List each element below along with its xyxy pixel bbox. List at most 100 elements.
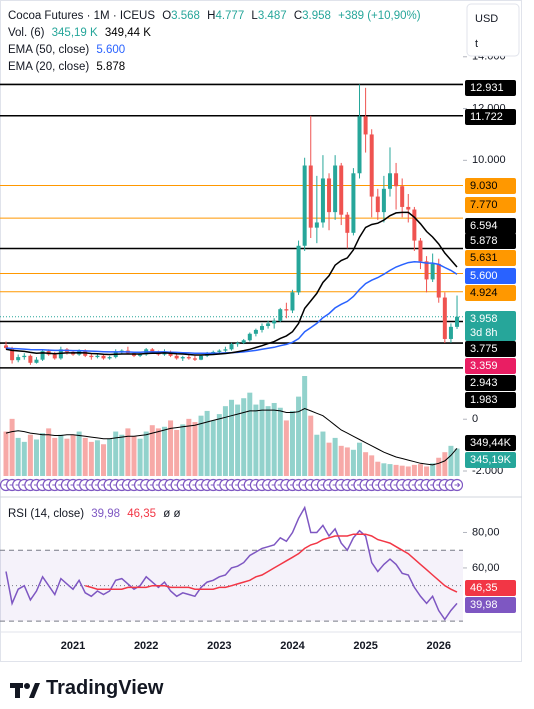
volume-bar — [82, 437, 88, 476]
volume-bar — [405, 466, 411, 476]
x-tick-label: 2021 — [61, 640, 85, 652]
indicator-extra: ø ø — [163, 508, 181, 520]
price-line-tag-label: 6.594 — [470, 220, 498, 232]
candle-body — [314, 222, 319, 228]
rsi-tag — [465, 597, 516, 613]
price-line-tag — [465, 80, 516, 96]
rsi-pane — [0, 505, 463, 622]
price-axis: 14.00012.00010.0000-2.00012.93111.7229.0… — [463, 51, 516, 613]
last-price-tag — [465, 311, 516, 341]
price-line-tag — [465, 250, 516, 266]
candle-body — [369, 134, 374, 197]
volume-bar — [387, 464, 393, 476]
candle-body — [284, 309, 289, 311]
candle-body — [107, 357, 112, 359]
indicator-name[interactable]: EMA (20, close) — [8, 61, 90, 73]
volume-bar — [393, 464, 399, 476]
ohlc-key: H — [207, 10, 216, 22]
volume-bar — [64, 438, 70, 476]
volume-bar — [113, 431, 119, 476]
volume-bar — [454, 448, 460, 476]
candle-body — [302, 165, 307, 246]
rsi-tag-label: 46,35 — [470, 582, 498, 594]
price-line-tag — [465, 197, 516, 213]
candle-body — [10, 348, 15, 361]
candle-body — [150, 349, 155, 352]
candle-body — [333, 165, 338, 213]
volume-bar — [436, 457, 442, 476]
x-tick-label: 2026 — [427, 640, 451, 652]
volume-bar — [119, 434, 125, 476]
candle-body — [229, 344, 234, 350]
volume-bar — [442, 452, 448, 476]
candle-body — [186, 357, 191, 359]
volume-bar — [46, 428, 52, 476]
volume-bar — [143, 431, 149, 476]
candle-body — [387, 173, 392, 189]
candle-body — [223, 349, 228, 351]
last-price-tag-label: 3d 8h — [470, 327, 498, 339]
volume-bar — [58, 434, 64, 476]
indicator-name[interactable]: Vol. (6) — [8, 27, 45, 39]
candle-body — [296, 245, 301, 293]
candle-body — [217, 350, 222, 352]
volume-bar — [344, 447, 350, 476]
volume-bar — [350, 449, 356, 476]
indicator-value: 5.878 — [96, 61, 126, 73]
candle-body — [430, 263, 435, 280]
candle-body — [455, 316, 460, 327]
ohlc-value: 3.568 — [171, 10, 200, 22]
ema-line — [5, 211, 458, 356]
candle-body — [259, 326, 264, 330]
candle-body — [16, 357, 21, 361]
volume-bar — [277, 407, 283, 476]
ema-tag-label: 5.878 — [470, 235, 498, 247]
volume-bar — [357, 442, 363, 476]
candle-body — [34, 359, 39, 363]
volume-bar — [411, 464, 417, 476]
unit: t — [475, 38, 478, 50]
volume-ma-line — [5, 407, 458, 466]
price-tag-label: 3.359 — [470, 360, 498, 372]
volume-bar — [222, 406, 228, 476]
volume-bar — [338, 445, 344, 476]
volume-bar — [180, 424, 186, 476]
ema-legend: EMA (20, close) 5.878 — [8, 59, 129, 75]
candle-body — [345, 214, 350, 233]
volume-bar — [88, 441, 94, 476]
volume-bar — [27, 434, 33, 476]
currency-box[interactable] — [466, 3, 520, 57]
candle-body — [327, 178, 332, 213]
volume-bar — [375, 461, 381, 476]
rsi-line — [5, 505, 458, 621]
price-line-tag-label: 5.631 — [470, 252, 498, 264]
indicator-name[interactable]: EMA (50, close) — [8, 44, 90, 56]
price-line-tag-label: 2.943 — [470, 377, 498, 389]
price-pane — [0, 83, 463, 492]
candle-body — [436, 263, 441, 298]
candle-body — [381, 188, 386, 213]
symbol-title[interactable]: Cocoa Futures · 1M · ICEUS — [8, 10, 155, 22]
candle-body — [22, 355, 27, 358]
price-line-tag — [465, 392, 516, 408]
volume-bar — [332, 437, 338, 476]
y-tick-label: 60,00 — [472, 562, 500, 574]
indicator-name[interactable]: RSI (14, close) — [8, 508, 85, 520]
volume-bar — [149, 425, 155, 476]
candle-body — [199, 355, 204, 360]
ema-tag — [465, 233, 516, 249]
main-legend: Cocoa Futures · 1M · ICEUS O3.568 H4.777… — [8, 8, 425, 24]
volume-bar — [241, 398, 247, 476]
price-line-tag — [465, 109, 516, 125]
y-tick-label: 80,00 — [472, 526, 500, 538]
candle-body — [308, 165, 313, 228]
volume-bar — [3, 431, 9, 476]
candle-body — [241, 340, 246, 343]
candle-body — [95, 355, 100, 358]
volume-bar — [253, 404, 259, 476]
indicator-value: 349,44 K — [104, 27, 151, 39]
volume-bar — [204, 410, 210, 476]
candle-body — [412, 209, 417, 241]
x-tick-label: 2025 — [353, 640, 377, 652]
